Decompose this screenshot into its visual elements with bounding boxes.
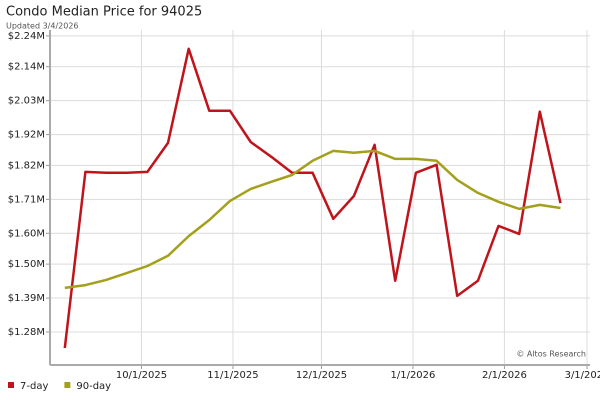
y-tick-label: $1.71M [8,194,45,205]
y-tick-label: $1.82M [8,160,45,171]
y-tick-label: $1.60M [8,228,45,239]
y-tick-label: $2.03M [8,96,45,107]
chart-title: Condo Median Price for 94025 [6,5,202,20]
x-tick-label: 3/1/2026 [565,370,600,381]
legend-label: 7-day [20,381,48,392]
series-line [64,149,561,290]
x-tick-label: 1/1/2026 [390,370,435,381]
x-tick-label: 10/1/2025 [116,370,167,381]
legend-swatch [64,382,71,388]
y-tick-label: $1.50M [8,259,45,270]
y-tick-label: $1.92M [8,130,45,141]
annotation: © Altos Research [516,350,586,359]
y-tick-label: $1.39M [8,293,45,304]
y-tick-label: $2.14M [8,62,45,73]
y-tick-label: $2.24M [8,31,45,42]
series-line [63,47,562,349]
x-tick-label: 12/1/2025 [296,370,347,381]
legend-label: 90-day [76,381,111,392]
y-tick-label: $1.28M [8,327,45,338]
x-tick-label: 2/1/2026 [482,370,527,381]
chart-subtitle: Updated 3/4/2026 [6,22,79,31]
x-tick-label: 11/1/2025 [207,370,258,381]
legend-swatch [8,382,14,388]
